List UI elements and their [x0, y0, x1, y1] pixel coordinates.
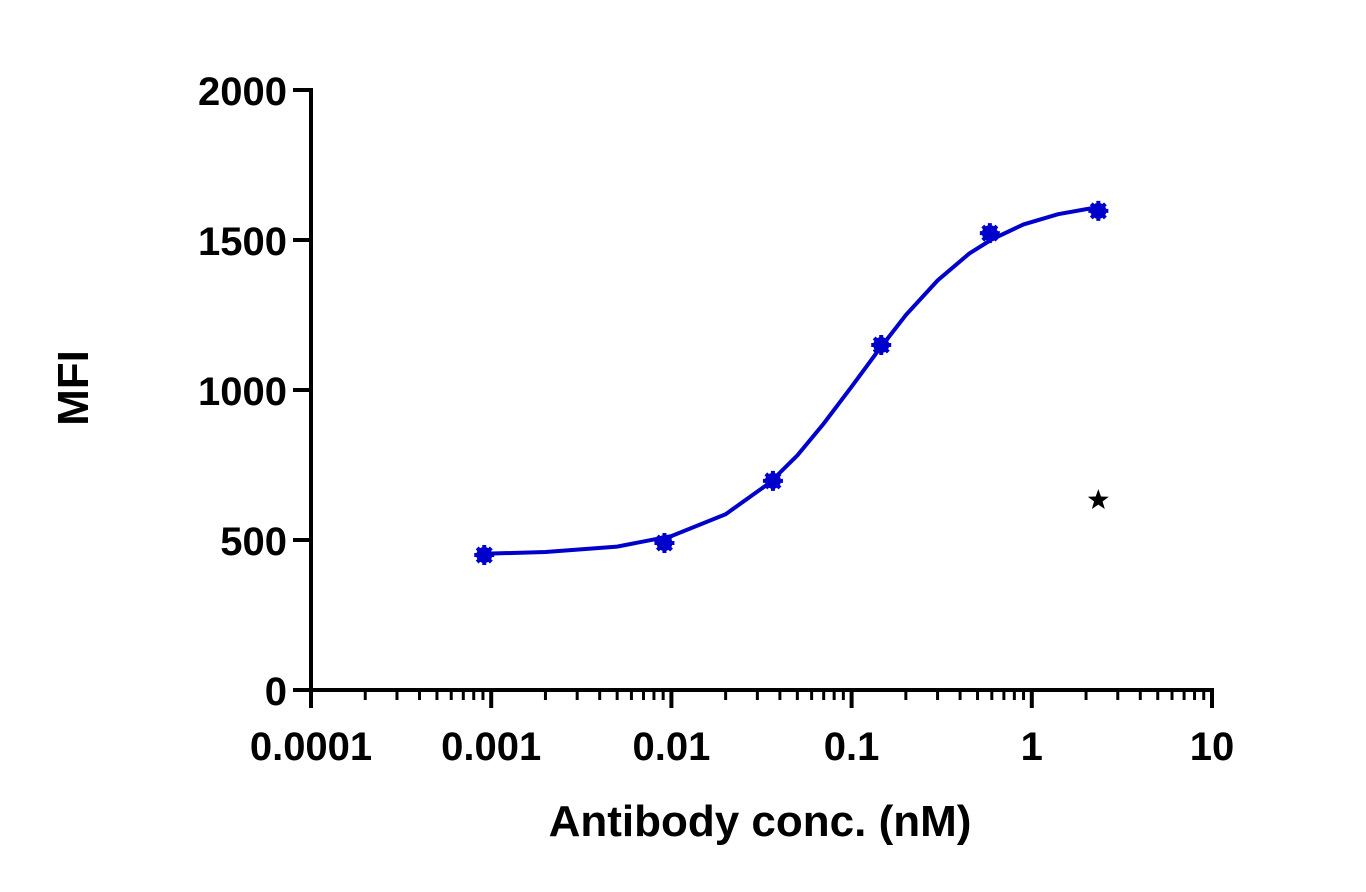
- y-tick-label: 1000: [198, 370, 287, 414]
- x-axis-title: Antibody conc. (nM): [549, 797, 972, 846]
- y-axis-title: MFI: [49, 350, 98, 426]
- y-tick-label: 0: [265, 670, 287, 714]
- x-tick-label: 0.001: [441, 725, 541, 769]
- y-tick-label: 2000: [198, 70, 287, 114]
- data-point: [654, 533, 675, 553]
- data-point: [979, 223, 1000, 244]
- y-tick-label: 1500: [198, 220, 287, 264]
- fit-curve: [482, 205, 1099, 556]
- x-tick-label: 0.01: [632, 725, 710, 769]
- x-tick-label: 1: [1021, 725, 1043, 769]
- data-point: [1087, 489, 1109, 509]
- x-tick-label: 0.0001: [250, 725, 372, 769]
- data-point: [1088, 200, 1109, 221]
- x-tick-label: 10: [1190, 725, 1235, 769]
- x-tick-label: 0.1: [824, 725, 880, 769]
- y-tick-label: 500: [220, 520, 287, 564]
